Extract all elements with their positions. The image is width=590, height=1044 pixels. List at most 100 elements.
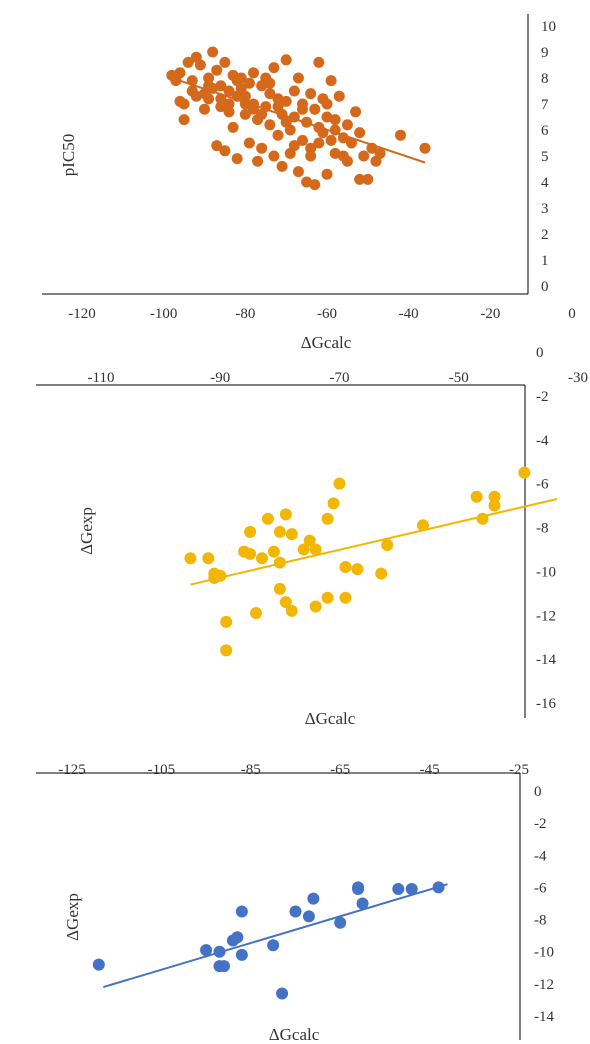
data-point (341, 119, 353, 131)
data-point (276, 987, 289, 1000)
trendline (190, 498, 558, 586)
data-point (327, 497, 340, 510)
y-tick-label: 0 (541, 279, 549, 295)
data-point (309, 179, 321, 191)
data-point (334, 916, 347, 929)
data-point (256, 142, 268, 154)
y-tick-label: -4 (536, 433, 549, 449)
data-point (215, 93, 227, 105)
x-tick-label: -125 (58, 762, 86, 778)
data-point (351, 563, 364, 576)
data-point (235, 905, 248, 918)
data-point (321, 591, 334, 604)
data-point (213, 945, 226, 958)
y-tick-label: -12 (534, 977, 554, 993)
y-tick-label: -6 (534, 880, 547, 896)
data-point (273, 556, 286, 569)
data-point (297, 134, 308, 146)
data-point (305, 142, 317, 154)
data-point (215, 80, 227, 92)
data-point (280, 54, 292, 66)
data-point (273, 525, 286, 538)
x-tick-label: -80 (235, 306, 255, 322)
data-point (211, 140, 223, 152)
data-point (203, 93, 215, 105)
data-point (219, 145, 231, 157)
data-point (256, 108, 268, 120)
data-point (223, 85, 235, 97)
data-point (239, 90, 251, 102)
data-point (321, 98, 333, 110)
y-tick-label: -14 (534, 1009, 554, 1025)
data-point (264, 88, 276, 100)
y-tick-label: -14 (536, 652, 556, 668)
data-point (203, 72, 215, 84)
y-tick-label: -4 (534, 848, 547, 864)
data-point (248, 103, 259, 115)
data-point (329, 114, 341, 126)
data-point (279, 508, 292, 521)
chart-3: -125 -105 -85 -65 -45 -25 0 -2 -4 -6 -8 -10 -12 -14 ΔG… (36, 762, 554, 1044)
data-point (207, 46, 219, 58)
data-point (285, 604, 298, 617)
data-point (317, 127, 329, 139)
data-point (252, 155, 264, 167)
y-axis-title: ΔGexp (63, 893, 82, 941)
x-tick-label: -30 (568, 370, 588, 386)
data-point (279, 596, 292, 609)
data-point (354, 173, 366, 185)
data-point (337, 132, 349, 144)
data-point (476, 512, 489, 525)
data-point (219, 56, 231, 68)
data-point (268, 150, 280, 162)
y-tick-label: 8 (541, 71, 549, 87)
y-tick-label: 7 (541, 97, 549, 113)
data-point (211, 64, 223, 76)
data-point (302, 910, 315, 923)
data-point (321, 168, 333, 180)
data-point (362, 173, 374, 185)
y-tick-label: -8 (534, 913, 547, 929)
data-point (223, 98, 235, 110)
x-tick-label: -90 (210, 370, 230, 386)
data-point (220, 644, 233, 657)
data-point (350, 106, 362, 118)
y-tick-label: 9 (541, 45, 549, 61)
data-point (488, 499, 501, 512)
data-point (337, 150, 349, 162)
y-tick-label: 0 (534, 784, 542, 800)
chart-2: -110 -90 -70 -50 -30 0 -2 -4 -6 -8 -10 -12 -14 -16 ΔGc… (36, 345, 588, 728)
data-point (301, 116, 313, 128)
y-tick-label: 5 (541, 149, 549, 165)
y-tick-label: 1 (541, 253, 549, 269)
data-point (309, 543, 322, 556)
data-point (297, 103, 308, 115)
data-point (488, 490, 501, 503)
y-tick-label: 4 (541, 175, 549, 191)
data-point (392, 883, 405, 896)
data-point (261, 512, 274, 525)
data-point (309, 600, 322, 613)
data-point (214, 569, 227, 582)
y-axis-title: ΔGexp (77, 507, 96, 555)
data-point (280, 95, 292, 107)
y-tick-label: 3 (541, 201, 549, 217)
data-point (243, 137, 255, 149)
x-tick-label: -100 (150, 306, 178, 322)
data-point (92, 958, 105, 971)
data-point (288, 111, 300, 123)
data-point (182, 56, 194, 68)
data-point (184, 552, 197, 565)
y-tick-label: -10 (536, 564, 556, 580)
data-point (395, 129, 406, 141)
data-point (518, 466, 531, 479)
x-tick-label: -20 (480, 306, 500, 322)
x-tick-label: -110 (88, 370, 115, 386)
data-point (292, 72, 304, 84)
trendline (175, 78, 426, 164)
data-point (292, 166, 304, 178)
y-tick-label: -12 (536, 608, 556, 624)
data-point (250, 607, 263, 620)
y-tick-label: -8 (536, 521, 549, 537)
